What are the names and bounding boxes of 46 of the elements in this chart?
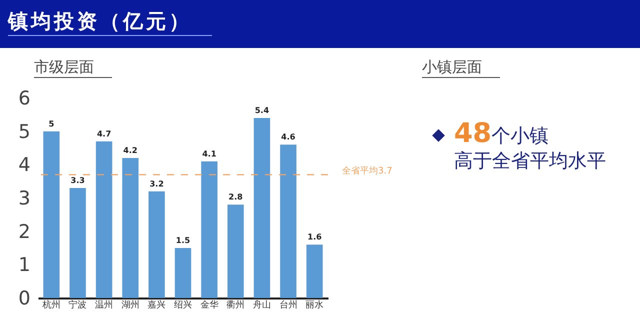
bar (122, 158, 139, 298)
data-label: 3.3 (70, 176, 85, 185)
text: 小镇层面 (422, 58, 500, 78)
text: 48个小镇 (454, 118, 549, 149)
bar (96, 141, 112, 298)
text: 高于全省平均水平 (454, 149, 606, 174)
x-tick-label: 杭州 (41, 300, 60, 310)
chart-subtitle: 市级层面 (34, 58, 112, 78)
bar (254, 118, 270, 298)
data-label: 1.5 (176, 236, 191, 245)
x-tick-label: 温州 (95, 300, 114, 310)
y-tick-label: 2 (18, 220, 30, 243)
data-label: 1.6 (307, 232, 322, 242)
x-tick-label: 宁波 (68, 300, 87, 310)
bar (280, 144, 296, 298)
x-tick-label: 衢州 (226, 300, 245, 310)
bar (306, 244, 323, 298)
x-tick-label: 舟山 (252, 300, 271, 310)
y-tick-label: 1 (18, 254, 30, 276)
data-label: 4.2 (123, 146, 138, 155)
ref-line-label: 全省平均3.7 (342, 166, 392, 177)
bar (201, 161, 218, 298)
bar (43, 131, 60, 298)
bar (227, 204, 244, 298)
chart-title: 镇均投资（亿元） (8, 8, 212, 36)
y-tick-label: 0 (18, 288, 30, 310)
data-label: 5.4 (254, 106, 270, 115)
bar (148, 191, 165, 298)
y-tick-label: 6 (18, 88, 30, 110)
data-label: 2.8 (228, 192, 244, 202)
data-label: 5 (48, 119, 55, 128)
bar (174, 248, 192, 298)
y-tick-label: 4 (18, 154, 30, 176)
x-tick-label: 台州 (279, 300, 298, 310)
x-tick-label: 湖州 (121, 300, 140, 310)
data-label: 4.7 (96, 129, 112, 138)
data-label: 3.2 (150, 179, 164, 188)
data-label: 4.6 (281, 132, 296, 142)
y-tick-label: 5 (18, 120, 30, 143)
bar (70, 188, 86, 298)
x-tick-label: 金华 (200, 300, 218, 310)
data-label: 4.1 (202, 149, 217, 158)
x-tick-label: 嘉兴 (148, 300, 166, 310)
y-tick-label: 3 (18, 188, 30, 210)
x-tick-label: 丽水 (306, 300, 324, 310)
x-tick-label: 绍兴 (174, 300, 192, 310)
